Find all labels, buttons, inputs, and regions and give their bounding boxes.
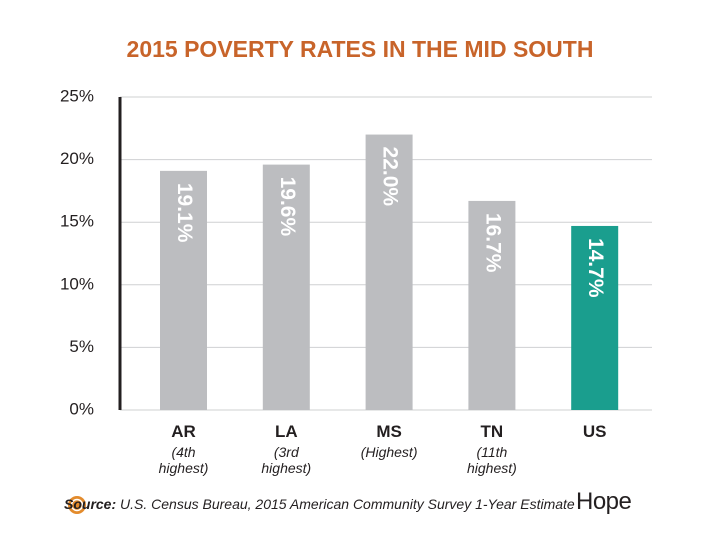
value-label: 22.0% xyxy=(379,147,402,207)
category-label: US xyxy=(555,422,635,442)
category-name: LA xyxy=(274,422,298,441)
bar xyxy=(160,170,207,410)
value-label: 19.6% xyxy=(276,177,299,237)
y-tick-label: 15% xyxy=(60,212,94,231)
category-name: US xyxy=(582,422,607,441)
bar xyxy=(262,164,310,410)
category-name: TN xyxy=(480,422,504,441)
bar xyxy=(571,225,619,410)
category-note: (Highest) xyxy=(360,444,418,460)
category-label: LA (3rd highest) xyxy=(246,422,326,476)
footer: Source: U.S. Census Bureau, 2015 America… xyxy=(64,496,575,512)
y-tick-label: 0% xyxy=(69,399,94,418)
category-note: (11th highest) xyxy=(466,444,517,476)
logo: Hope xyxy=(576,488,632,515)
y-tick-label: 10% xyxy=(60,274,94,293)
y-tick-label: 25% xyxy=(60,86,94,105)
value-label: 19.1% xyxy=(173,183,196,243)
category-note: (3rd highest) xyxy=(261,444,312,476)
category-name: AR xyxy=(171,422,196,441)
category-name: MS xyxy=(376,422,402,441)
y-tick-label: 20% xyxy=(60,149,94,168)
category-label: MS (Highest) xyxy=(349,422,429,460)
chart-title: 2015 POVERTY RATES IN THE MID SOUTH xyxy=(127,36,594,62)
category-label: TN (11th highest) xyxy=(452,422,532,476)
source-icon-ring xyxy=(70,498,84,512)
category-label: AR (4th highest) xyxy=(144,422,224,476)
value-label: 14.7% xyxy=(584,238,607,298)
bar xyxy=(468,200,516,410)
category-note: (4th highest) xyxy=(158,444,209,476)
source-icon xyxy=(68,496,86,514)
source-label: Source: xyxy=(64,496,117,512)
source: U.S. Census Bureau, 2015 American Commun… xyxy=(120,496,575,512)
value-label: 16.7% xyxy=(481,213,504,273)
bar xyxy=(365,134,413,410)
y-tick-label: 5% xyxy=(69,337,94,356)
